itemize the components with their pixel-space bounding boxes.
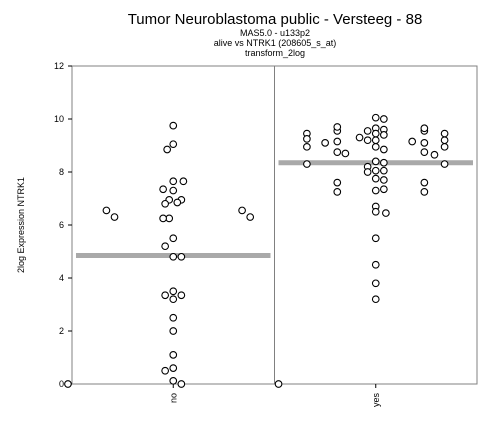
data-point-yes: [333, 188, 342, 196]
y-tick-label: 4: [59, 273, 64, 283]
data-point-no: [177, 380, 186, 388]
data-point-yes: [371, 295, 380, 304]
data-point-yes: [420, 148, 429, 156]
data-point-yes: [380, 176, 388, 184]
data-point-yes: [371, 142, 380, 151]
data-point-no: [169, 364, 178, 372]
data-point-yes: [371, 234, 380, 243]
y-tick-label: 10: [54, 114, 64, 124]
data-point-yes: [371, 129, 380, 138]
data-point-yes: [440, 160, 449, 168]
data-point-no: [110, 213, 119, 221]
data-point-yes: [408, 137, 417, 146]
data-point-no: [161, 291, 169, 300]
data-point-yes: [371, 166, 380, 175]
data-point-yes: [380, 115, 388, 123]
data-point-yes: [371, 157, 380, 166]
data-point-no: [169, 287, 178, 296]
data-point-no: [274, 380, 283, 388]
data-point-yes: [341, 149, 350, 158]
data-point-yes: [380, 158, 388, 167]
data-point-no: [169, 234, 178, 243]
data-point-no: [246, 213, 255, 221]
data-point-no: [169, 186, 178, 195]
data-point-yes: [363, 136, 372, 145]
data-point-no: [238, 206, 246, 215]
data-point-no: [159, 214, 167, 223]
data-point-yes: [303, 135, 311, 143]
data-point-yes: [363, 168, 372, 176]
y-tick-label: 2: [59, 326, 64, 336]
data-point-no: [161, 199, 169, 208]
chart-title: Tumor Neuroblastoma public - Versteeg - …: [128, 11, 423, 28]
y-tick-label: 8: [59, 167, 64, 177]
data-point-no: [161, 242, 169, 251]
data-point-yes: [420, 178, 429, 187]
data-point-no: [163, 145, 172, 154]
data-point-no: [169, 121, 178, 130]
y-tick-label: 12: [54, 61, 64, 71]
data-point-no: [177, 252, 186, 261]
x-tick-label: yes: [371, 393, 381, 408]
data-point-no: [169, 351, 178, 359]
data-point-no: [169, 140, 178, 149]
chart-subtitle-3: transform_2log: [245, 48, 305, 58]
data-point-yes: [371, 207, 380, 216]
data-point-yes: [380, 131, 388, 139]
data-point-yes: [371, 113, 380, 122]
data-point-no: [169, 313, 178, 322]
data-point-yes: [321, 139, 329, 147]
data-point-no: [169, 252, 178, 261]
data-point-no: [169, 327, 178, 335]
data-point-yes: [420, 188, 429, 196]
data-point-no: [159, 185, 167, 194]
data-point-yes: [440, 136, 449, 145]
data-point-no: [179, 177, 188, 186]
data-point-no: [173, 198, 182, 207]
plot-area: 0 2 4 6 8 10 12 no yes: [54, 61, 478, 408]
data-point-no: [102, 206, 111, 215]
chart-subtitle-2: alive vs NTRK1 (208605_s_at): [214, 38, 337, 48]
y-axis-label: 2log Expression NTRK1: [16, 177, 26, 273]
data-point-yes: [371, 279, 380, 288]
data-point-yes: [440, 129, 449, 138]
data-point-yes: [371, 186, 380, 195]
data-point-yes: [363, 127, 372, 135]
data-point-no: [161, 366, 169, 375]
chart-subtitle-1: MAS5.0 - u133p2: [240, 28, 310, 38]
data-point-yes: [371, 260, 380, 269]
data-point-no: [169, 177, 178, 186]
data-point-yes: [420, 139, 429, 147]
x-tick-label: no: [168, 393, 178, 403]
y-tick-label: 0: [59, 379, 64, 389]
data-point-no: [64, 380, 72, 388]
data-point-yes: [440, 142, 449, 151]
data-point-yes: [371, 136, 380, 145]
data-point-yes: [380, 166, 388, 175]
data-point-yes: [333, 178, 342, 187]
data-point-no: [169, 295, 178, 304]
data-point-yes: [355, 133, 364, 142]
data-point-yes: [371, 174, 380, 183]
data-point-yes: [303, 142, 311, 151]
data-point-yes: [333, 123, 342, 131]
data-point-yes: [380, 185, 388, 194]
data-point-yes: [382, 209, 390, 217]
data-point-no: [177, 291, 186, 300]
y-tick-label: 6: [59, 220, 64, 230]
data-point-yes: [333, 148, 342, 156]
data-point-yes: [380, 145, 388, 154]
data-point-yes: [430, 150, 439, 159]
data-point-yes: [303, 160, 311, 168]
data-point-no: [169, 376, 178, 385]
data-point-yes: [420, 124, 429, 133]
data-point-yes: [333, 137, 342, 146]
